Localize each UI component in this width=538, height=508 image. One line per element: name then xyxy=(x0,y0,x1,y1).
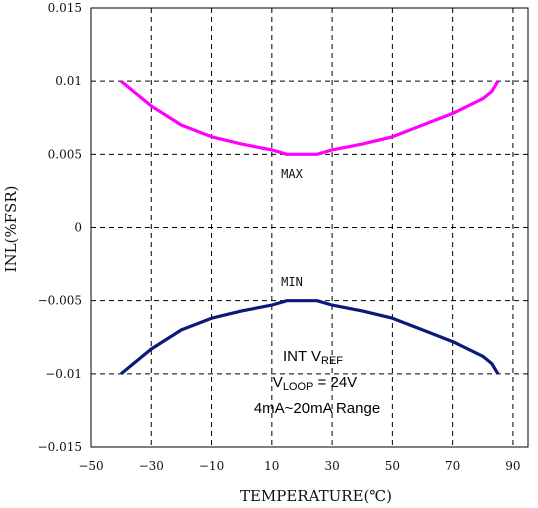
y-tick-label: 0.005 xyxy=(48,147,82,161)
series-layer xyxy=(120,79,500,376)
conditions-annotation: INT VREF VLOOP = 24V 4mA~20mA Range xyxy=(254,348,380,417)
x-tick-label: 30 xyxy=(324,459,339,473)
x-tick-label: −10 xyxy=(199,459,224,473)
x-tick-label: −30 xyxy=(139,459,164,473)
annotation-ref-subscript: REF xyxy=(321,355,343,367)
annotation-line-3: 4mA~20mA Range xyxy=(254,400,380,417)
y-tick-labels: −0.015 −0.01 −0.005 0 0.005 0.01 0.015 xyxy=(38,1,82,454)
x-tick-label: −50 xyxy=(78,459,103,473)
series-label-max: MAX xyxy=(281,167,303,181)
y-tick-label: −0.005 xyxy=(38,294,82,308)
x-axis-label: TEMPERATURE(℃) xyxy=(240,487,392,505)
x-tick-label: 90 xyxy=(505,459,520,473)
annotation-loop-subscript: LOOP xyxy=(283,381,314,393)
y-tick-label: −0.01 xyxy=(45,367,82,381)
y-tick-label: 0.015 xyxy=(48,1,82,15)
annotation-int-vref: INT V xyxy=(283,348,321,365)
x-tick-label: 10 xyxy=(264,459,279,473)
x-tick-label: 50 xyxy=(385,459,400,473)
series-line-max xyxy=(120,79,500,156)
x-tick-labels: −50 −30 −10 10 30 50 70 90 xyxy=(78,459,520,473)
y-axis-label: INL(%FSR) xyxy=(2,186,20,273)
plot-frame xyxy=(90,7,529,448)
series-label-min: MIN xyxy=(281,275,303,289)
x-tick-label: 70 xyxy=(445,459,460,473)
annotation-v: V xyxy=(273,374,283,391)
annotation-line-2: VLOOP = 24V xyxy=(273,374,357,393)
annotation-loop-value: = 24V xyxy=(313,374,357,391)
y-tick-label: 0.01 xyxy=(55,74,82,88)
y-tick-label: 0 xyxy=(74,221,82,235)
series-line-min xyxy=(120,299,500,376)
y-tick-label: −0.015 xyxy=(38,440,82,454)
annotation-line-1: INT VREF xyxy=(283,348,343,367)
